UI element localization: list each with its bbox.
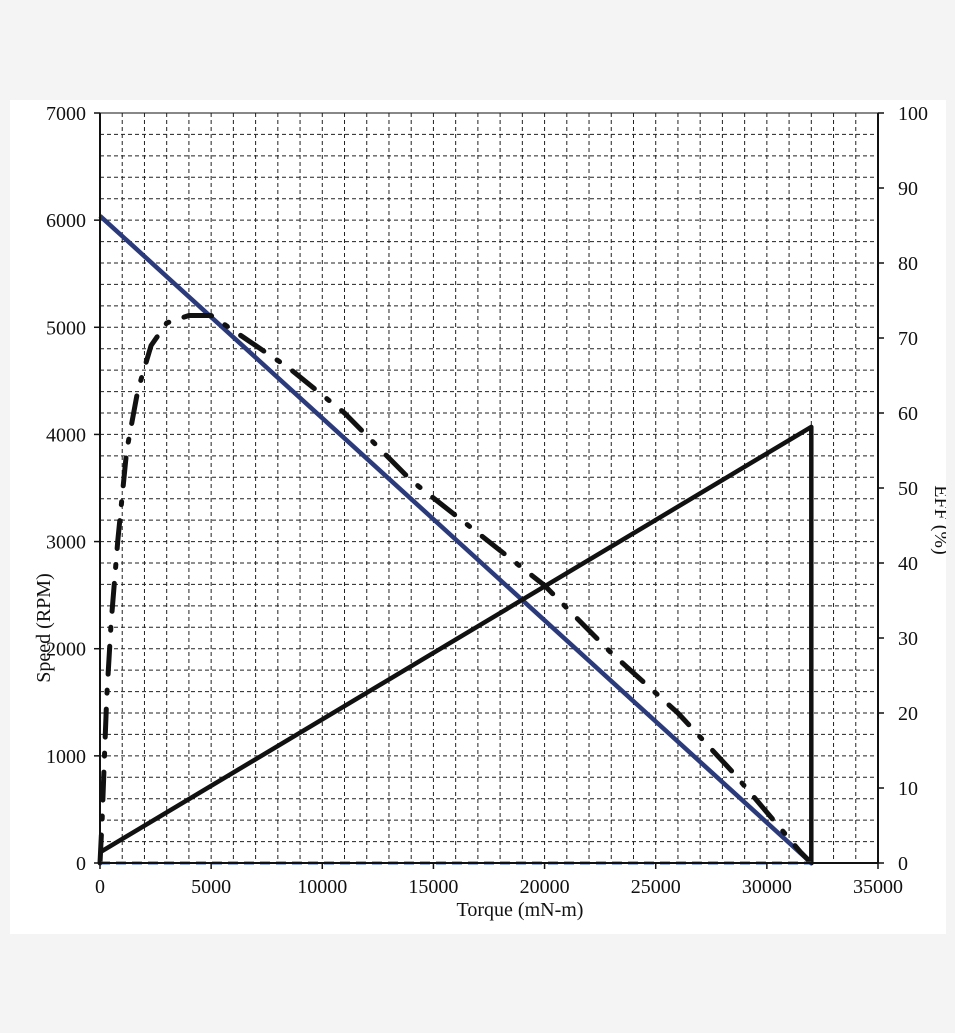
- y-tick-label: 5000: [46, 317, 86, 339]
- y2-tick-label: 70: [898, 328, 918, 350]
- y2-tick-label: 30: [898, 628, 918, 650]
- x-tick-label: 25000: [631, 876, 681, 898]
- y2-axis-title: EFF (%): [930, 485, 946, 554]
- y2-tick-label: 100: [898, 103, 928, 125]
- y-tick-label: 6000: [46, 210, 86, 232]
- y2-tick-label: 80: [898, 253, 918, 275]
- grid: [99, 112, 879, 864]
- y-tick-label: 1000: [46, 746, 86, 768]
- y-tick-label: 7000: [46, 103, 86, 125]
- chart-panel: 0 5000 10000 15000 20000 25000 30000 35000 0 1000…: [10, 100, 946, 934]
- y2-tick-label: 40: [898, 553, 918, 575]
- y-tick-label: 0: [76, 853, 86, 875]
- x-tick-label: 30000: [742, 876, 792, 898]
- x-tick-label: 20000: [520, 876, 570, 898]
- y-tick-label: 4000: [46, 424, 86, 446]
- x-tick-label: 10000: [297, 876, 347, 898]
- x-tick-label: 15000: [408, 876, 458, 898]
- y2-tick-label: 20: [898, 703, 918, 725]
- axes: [94, 112, 884, 869]
- y-tick-label: 2000: [46, 639, 86, 661]
- y2-tick-label: 90: [898, 178, 918, 200]
- x-tick-label: 0: [95, 876, 105, 898]
- series-current-line: [98, 424, 814, 863]
- y2-tick-label: 0: [898, 853, 908, 875]
- y2-tick-label: 50: [898, 478, 918, 500]
- series-speed-line: [98, 214, 813, 865]
- y-axis-title: Speed (RPM): [33, 573, 55, 682]
- series-efficiency-line: [97, 313, 814, 866]
- y2-tick-label: 10: [898, 778, 918, 800]
- x-tick-label: 35000: [853, 876, 903, 898]
- x-tick-label: 5000: [191, 876, 231, 898]
- y-tick-label: 3000: [46, 532, 86, 554]
- motor-performance-chart: 0 5000 10000 15000 20000 25000 30000 3500001000…: [33, 103, 946, 921]
- x-axis-title: Torque (mN-m): [457, 899, 584, 921]
- tick-labels: 0 5000 10000 15000 20000 25000 30000 3500001000…: [46, 103, 928, 898]
- y2-tick-label: 60: [898, 403, 918, 425]
